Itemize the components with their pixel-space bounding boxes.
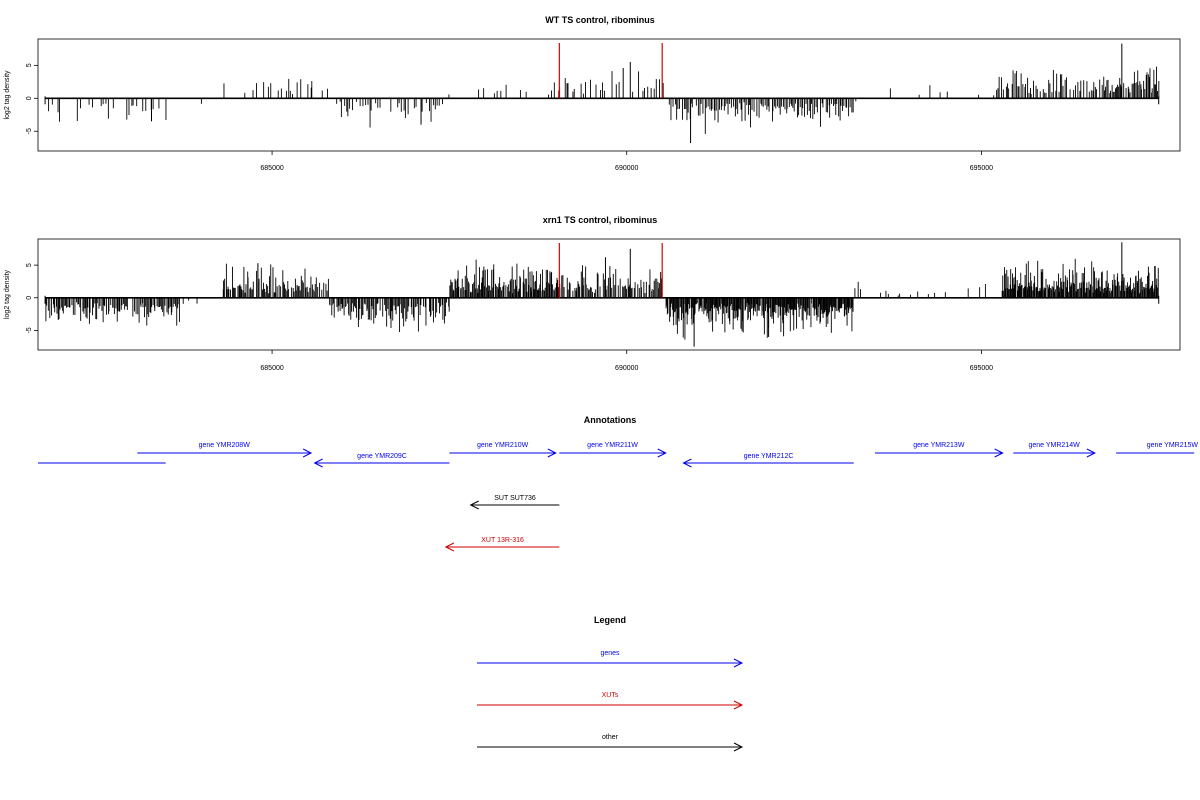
x-tick-label: 695000 bbox=[970, 365, 993, 372]
annotations-title: Annotations bbox=[584, 415, 637, 425]
plot-frame bbox=[37, 38, 1181, 152]
y-tick-label: -5 bbox=[26, 327, 33, 333]
feature: gene YMR212C bbox=[682, 453, 854, 468]
feature: gene YMR213W bbox=[874, 442, 1004, 458]
legend-title: Legend bbox=[594, 615, 626, 625]
feature: gene YMR211W bbox=[559, 442, 667, 458]
feature: gene YMR209C bbox=[313, 453, 450, 468]
wt-panel: WT TS control, ribominus log2 tag density… bbox=[4, 15, 1181, 172]
feature-label: SUT SUT736 bbox=[494, 495, 536, 502]
y-tick-label: 5 bbox=[26, 63, 33, 67]
feature: SUT SUT736 bbox=[469, 495, 560, 510]
chart-title: xrn1 TS control, ribominus bbox=[543, 215, 658, 225]
x-tick-label: 690000 bbox=[615, 365, 638, 372]
x-tick-label: 685000 bbox=[260, 165, 283, 172]
feature-label: gene YMR215W bbox=[1147, 442, 1199, 449]
signal-bars bbox=[45, 242, 1159, 347]
feature-label: XUT 13R-316 bbox=[481, 537, 524, 544]
legend-item: XUTs bbox=[477, 692, 744, 710]
x-tick-label: 685000 bbox=[260, 365, 283, 372]
feature-label: gene YMR211W bbox=[587, 442, 638, 449]
arrowhead-right bbox=[547, 448, 557, 458]
feature: gene YMR210W bbox=[449, 442, 557, 458]
annotations-panel: Annotations gene YMR208W gene YMR209C gene … bbox=[38, 415, 1199, 552]
feature-label: gene YMR208W bbox=[199, 442, 251, 449]
arrowhead-left bbox=[313, 458, 323, 468]
y-axis-label: log2 tag density bbox=[4, 269, 11, 319]
y-axis-label: log2 tag density bbox=[4, 70, 11, 120]
arrowhead-left bbox=[444, 542, 455, 552]
legend-arrowhead bbox=[733, 742, 744, 752]
arrowhead-left bbox=[469, 500, 479, 510]
signal-bars bbox=[48, 43, 1160, 144]
legend-label: XUTs bbox=[602, 692, 619, 699]
arrowhead-right bbox=[994, 448, 1004, 458]
feature-label: gene YMR210W bbox=[477, 442, 529, 449]
feature-label: gene YMR213W bbox=[913, 442, 965, 449]
legend-panel: Legend genes XUTs other bbox=[477, 615, 744, 752]
legend-label: other bbox=[602, 734, 619, 741]
x-tick-label: 690000 bbox=[615, 165, 638, 172]
legend-arrowhead bbox=[733, 658, 744, 668]
legend-item: other bbox=[477, 734, 744, 752]
chart-title: WT TS control, ribominus bbox=[545, 15, 655, 25]
feature-label: gene YMR209C bbox=[357, 453, 407, 460]
legend-item: genes bbox=[477, 650, 744, 668]
x-tick-label: 695000 bbox=[970, 165, 993, 172]
feature-label: gene YMR214W bbox=[1028, 442, 1080, 449]
legend-label: genes bbox=[600, 650, 620, 657]
y-tick-label: 0 bbox=[26, 296, 33, 300]
y-tick-label: 0 bbox=[26, 96, 33, 100]
legend-arrowhead bbox=[733, 700, 744, 710]
feature: XUT 13R-316 bbox=[444, 537, 560, 552]
arrowhead-right bbox=[1086, 448, 1096, 458]
y-tick-label: 5 bbox=[26, 263, 33, 267]
feature: gene YMR215W bbox=[1116, 442, 1199, 454]
feature: gene YMR214W bbox=[1013, 442, 1096, 458]
plot-frame bbox=[37, 238, 1181, 351]
feature: gene YMR208W bbox=[137, 442, 313, 458]
arrowhead-left bbox=[682, 458, 692, 468]
arrowhead-right bbox=[657, 448, 667, 458]
y-tick-label: -5 bbox=[26, 128, 33, 134]
xrn1-panel: xrn1 TS control, ribominus log2 tag densi… bbox=[4, 215, 1181, 372]
feature-label: gene YMR212C bbox=[744, 453, 794, 460]
arrowhead-right bbox=[302, 448, 313, 458]
